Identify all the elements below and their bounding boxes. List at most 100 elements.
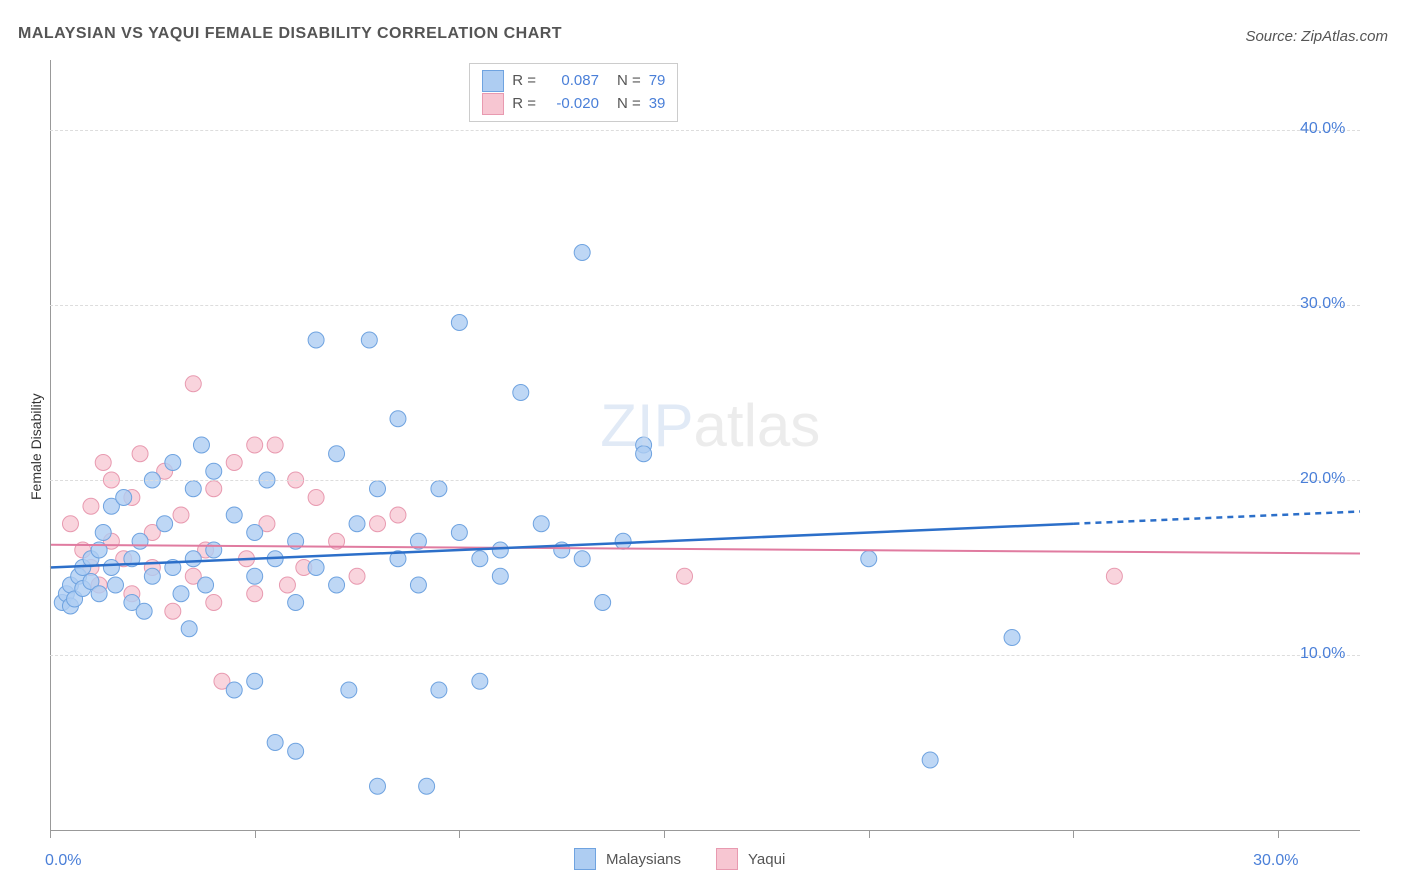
r-value: -0.020 — [544, 93, 599, 116]
x-tick — [869, 830, 870, 838]
yaqui-point — [206, 595, 222, 611]
x-axis-max-label: 30.0% — [1253, 852, 1298, 870]
malaysians-point — [615, 533, 631, 549]
y-tick-label: 40.0% — [1300, 120, 1345, 138]
malaysians-point — [308, 332, 324, 348]
malaysians-point — [136, 603, 152, 619]
malaysians-point — [308, 560, 324, 576]
malaysians-point — [349, 516, 365, 532]
malaysians-point — [288, 595, 304, 611]
malaysians-point — [472, 673, 488, 689]
malaysians-point — [451, 525, 467, 541]
malaysians-point — [247, 673, 263, 689]
legend-label: Malaysians — [606, 851, 681, 868]
legend-label: Yaqui — [748, 851, 785, 868]
y-tick-label: 10.0% — [1300, 645, 1345, 663]
r-label: R = — [512, 93, 536, 116]
malaysians-point — [288, 743, 304, 759]
yaqui-point — [279, 577, 295, 593]
malaysians-point — [370, 778, 386, 794]
malaysians-point — [451, 315, 467, 331]
n-value: 39 — [649, 93, 666, 116]
yaqui-point — [677, 568, 693, 584]
malaysians-point — [431, 682, 447, 698]
legend-swatch — [482, 93, 504, 115]
malaysians-point — [636, 446, 652, 462]
n-value: 79 — [649, 70, 666, 93]
malaysians-point — [267, 735, 283, 751]
malaysians-point — [1004, 630, 1020, 646]
malaysians-point — [144, 568, 160, 584]
malaysians-point — [492, 542, 508, 558]
legend-swatch — [574, 848, 596, 870]
malaysians-point — [173, 586, 189, 602]
malaysians-point — [431, 481, 447, 497]
malaysians-point — [165, 455, 181, 471]
x-tick — [459, 830, 460, 838]
series-legend: Malaysians Yaqui — [574, 848, 810, 870]
yaqui-point — [62, 516, 78, 532]
malaysians-point — [206, 463, 222, 479]
x-tick — [1278, 830, 1279, 838]
yaqui-point — [185, 376, 201, 392]
y-tick-label: 30.0% — [1300, 295, 1345, 313]
malaysians-point — [419, 778, 435, 794]
yaqui-point — [95, 455, 111, 471]
malaysians-point — [206, 542, 222, 558]
yaqui-point — [132, 446, 148, 462]
yaqui-point — [165, 603, 181, 619]
x-tick — [50, 830, 51, 838]
malaysians-point — [247, 568, 263, 584]
plot-border — [50, 830, 1360, 831]
legend-swatch — [716, 848, 738, 870]
x-axis-min-label: 0.0% — [45, 852, 81, 870]
yaqui-point — [370, 516, 386, 532]
malaysians-point — [193, 437, 209, 453]
malaysians-point — [533, 516, 549, 532]
yaqui-point — [349, 568, 365, 584]
malaysians-point — [95, 525, 111, 541]
malaysians-point — [185, 551, 201, 567]
malaysians-point — [226, 682, 242, 698]
malaysians-point — [472, 551, 488, 567]
x-tick — [255, 830, 256, 838]
malaysians-point — [390, 411, 406, 427]
malaysians-point — [116, 490, 132, 506]
malaysians-point — [91, 586, 107, 602]
malaysians-point — [574, 551, 590, 567]
malaysians-point — [198, 577, 214, 593]
y-gridline — [50, 130, 1360, 131]
malaysians-point — [181, 621, 197, 637]
trend-line — [1073, 512, 1360, 524]
correlation-legend: R = 0.087 N = 79R = -0.020 N = 39 — [469, 63, 678, 122]
yaqui-point — [308, 490, 324, 506]
malaysians-point — [341, 682, 357, 698]
malaysians-point — [157, 516, 173, 532]
yaqui-point — [1106, 568, 1122, 584]
scatter-plot-svg — [0, 0, 1406, 892]
malaysians-point — [513, 385, 529, 401]
legend-row: R = -0.020 N = 39 — [482, 93, 665, 116]
yaqui-point — [173, 507, 189, 523]
n-label: N = — [617, 93, 641, 116]
yaqui-point — [247, 586, 263, 602]
malaysians-point — [247, 525, 263, 541]
yaqui-point — [390, 507, 406, 523]
legend-row: R =0.087N =79 — [482, 70, 665, 93]
y-gridline — [50, 480, 1360, 481]
malaysians-point — [226, 507, 242, 523]
n-label: N = — [617, 70, 641, 93]
malaysians-point — [595, 595, 611, 611]
r-value: 0.087 — [544, 70, 599, 93]
yaqui-point — [247, 437, 263, 453]
malaysians-point — [361, 332, 377, 348]
yaqui-point — [206, 481, 222, 497]
malaysians-point — [108, 577, 124, 593]
y-gridline — [50, 655, 1360, 656]
yaqui-point — [267, 437, 283, 453]
plot-border — [50, 60, 51, 830]
y-tick-label: 20.0% — [1300, 470, 1345, 488]
malaysians-point — [329, 577, 345, 593]
malaysians-point — [492, 568, 508, 584]
x-tick — [664, 830, 665, 838]
